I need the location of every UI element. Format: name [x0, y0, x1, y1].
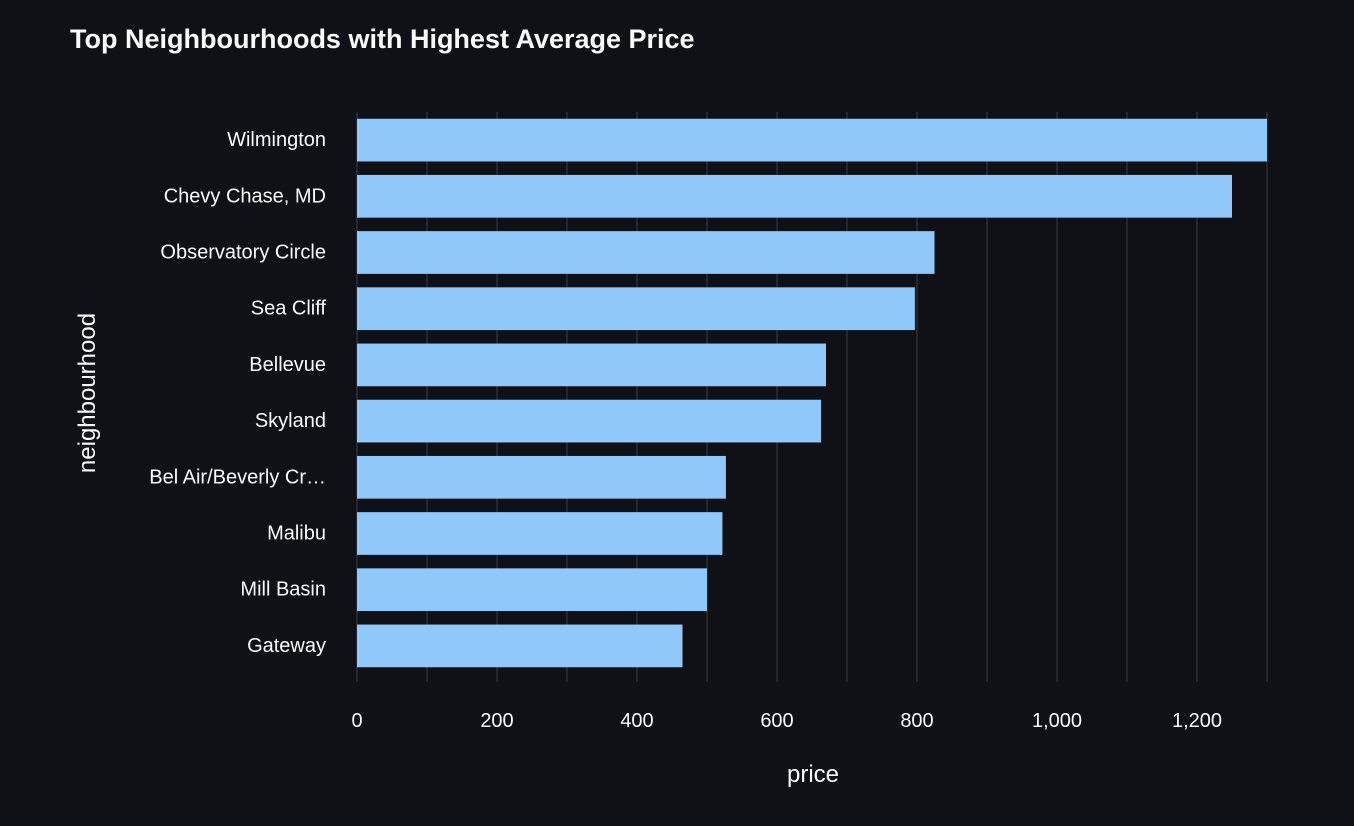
bar: [357, 399, 822, 443]
y-tick-label: Malibu: [267, 523, 326, 545]
x-tick-label: 0: [351, 710, 362, 732]
y-tick-label: Skyland: [255, 410, 326, 432]
chart-title: Top Neighbourhoods with Highest Average …: [70, 24, 695, 54]
y-axis-title: neighbourhood: [74, 313, 101, 473]
y-tick-label: Observatory Circle: [160, 242, 326, 264]
x-tick-label: 1,000: [1032, 710, 1082, 732]
x-axis-title: price: [787, 761, 839, 788]
bars: [357, 118, 1267, 668]
x-tick-label: 1,200: [1172, 710, 1222, 732]
y-axis-labels: Wilmington Chevy Chase, MD Observatory Cir…: [149, 129, 326, 657]
x-tick-label: 200: [480, 710, 513, 732]
bar: [357, 512, 723, 555]
x-tick-label: 400: [620, 710, 653, 732]
bar: [357, 231, 935, 274]
bar: [357, 343, 826, 387]
bar: [357, 287, 915, 331]
y-tick-label: Mill Basin: [240, 579, 326, 601]
bar: [357, 174, 1232, 218]
y-tick-label: Chevy Chase, MD: [164, 185, 326, 207]
y-tick-label: Bellevue: [249, 354, 326, 376]
bar: [357, 568, 707, 612]
x-tick-label: 600: [760, 710, 793, 732]
x-tick-label: 800: [900, 710, 933, 732]
y-tick-label: Wilmington: [227, 129, 326, 151]
x-axis: 0 200 400 600 800 1,000 1,200: [351, 674, 1268, 732]
y-tick-label: Bel Air/Beverly Cr…: [149, 466, 326, 488]
bar: [357, 455, 726, 499]
y-tick-label: Gateway: [247, 635, 326, 657]
bar: [357, 624, 683, 668]
bar: [357, 118, 1267, 162]
y-tick-label: Sea Cliff: [251, 298, 327, 320]
